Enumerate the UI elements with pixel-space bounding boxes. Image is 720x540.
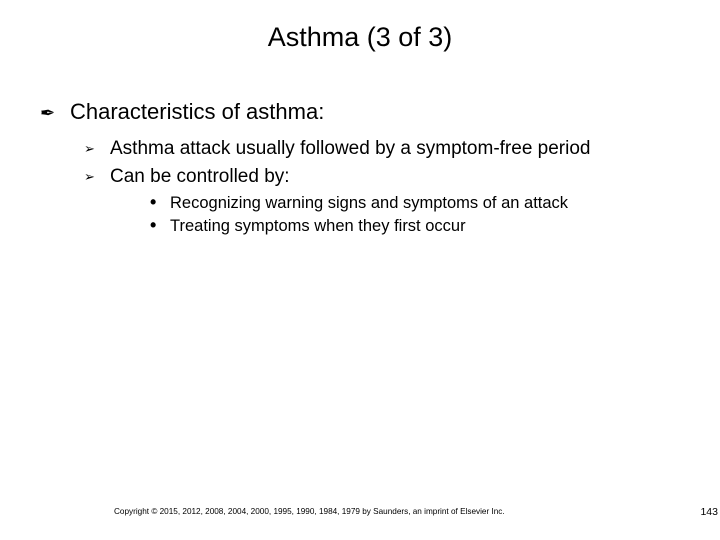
page-number: 143 xyxy=(700,506,718,518)
list-item-lvl2: ➢ Asthma attack usually followed by a sy… xyxy=(84,137,680,161)
bullet-icon: • xyxy=(150,216,170,234)
lvl3-text: Treating symptoms when they first occur xyxy=(170,216,466,237)
lvl3-text: Recognizing warning signs and symptoms o… xyxy=(170,193,568,214)
content-area: ✒ Characteristics of asthma: ➢ Asthma at… xyxy=(0,53,720,238)
lvl2-text: Asthma attack usually followed by a symp… xyxy=(110,137,591,161)
lvl1-text: Characteristics of asthma: xyxy=(70,99,324,125)
chevron-right-icon: ➢ xyxy=(84,165,110,189)
list-item-lvl1: ✒ Characteristics of asthma: xyxy=(40,99,680,127)
copyright-text: Copyright © 2015, 2012, 2008, 2004, 2000… xyxy=(114,507,505,516)
quill-icon: ✒ xyxy=(40,99,70,127)
list-item-lvl2: ➢ Can be controlled by: xyxy=(84,165,680,189)
slide-title: Asthma (3 of 3) xyxy=(0,0,720,53)
bullet-icon: • xyxy=(150,193,170,211)
list-item-lvl3: • Treating symptoms when they first occu… xyxy=(150,216,680,237)
list-item-lvl3: • Recognizing warning signs and symptoms… xyxy=(150,193,680,214)
lvl2-text: Can be controlled by: xyxy=(110,165,290,189)
slide: Asthma (3 of 3) ✒ Characteristics of ast… xyxy=(0,0,720,540)
chevron-right-icon: ➢ xyxy=(84,137,110,161)
